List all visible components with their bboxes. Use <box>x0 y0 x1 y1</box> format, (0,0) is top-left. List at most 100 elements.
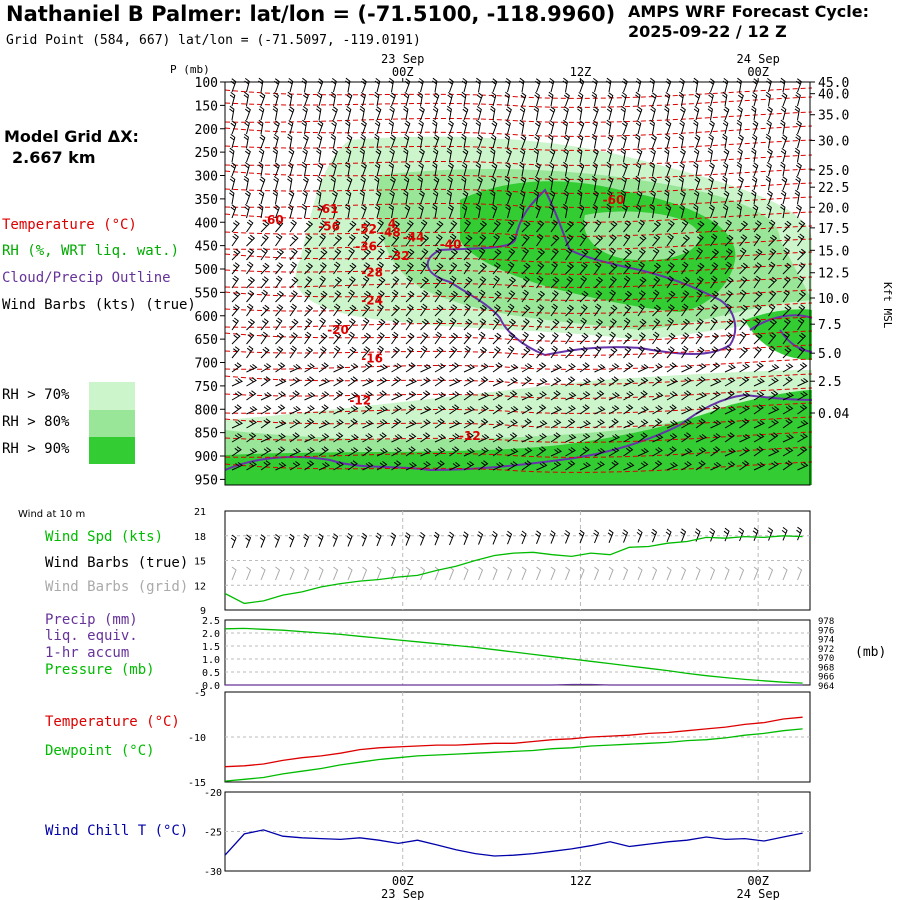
wind-barb <box>420 364 432 373</box>
wind-barb <box>231 446 242 457</box>
wind-barb <box>795 176 801 191</box>
wind-barb <box>678 175 684 191</box>
wind-ytick-label: 9 <box>200 606 206 617</box>
wind-barb <box>782 247 790 261</box>
wind-barb <box>347 346 357 359</box>
wind-barb <box>623 332 633 345</box>
wind-barb <box>490 189 496 205</box>
wind-barb <box>753 391 765 401</box>
wind-barb <box>592 78 598 93</box>
wind-barb <box>693 119 699 135</box>
wind-barb <box>391 434 403 443</box>
wind-barb <box>564 134 570 149</box>
wind-barb <box>304 405 315 415</box>
wind-barb <box>536 262 545 275</box>
wind-barb <box>637 276 647 289</box>
wind-barb <box>766 120 772 135</box>
wind-barb <box>492 391 504 401</box>
wind-barb <box>260 234 269 247</box>
wind-barb <box>347 418 358 429</box>
wind-barb <box>636 148 643 163</box>
true-wind-barb <box>680 528 687 542</box>
wind-barb <box>521 262 531 275</box>
wind-barb <box>737 190 743 205</box>
wind-barb <box>362 346 371 359</box>
true-wind-barb <box>738 527 745 542</box>
temperature-contour <box>224 446 813 458</box>
wind-barb <box>666 275 674 289</box>
wind-barb <box>490 176 497 191</box>
wind-barb <box>362 433 373 443</box>
wind-barb <box>246 290 255 303</box>
wind-barb <box>694 92 701 107</box>
wind-ytick-label: 18 <box>194 532 206 543</box>
true-wind-barb <box>564 530 571 544</box>
wind-barb <box>289 419 301 429</box>
wind-barb <box>666 262 675 275</box>
wind-barb <box>318 378 330 387</box>
temp-panel-frame <box>224 691 811 783</box>
wind-barb <box>231 317 239 331</box>
wind-barb <box>782 447 794 457</box>
wind-barb <box>492 248 502 261</box>
wind-barb <box>563 148 569 163</box>
wind-barb <box>635 78 642 93</box>
pressure-tick-label: 750 <box>195 380 218 395</box>
top-hour-label: 00Z <box>747 65 769 79</box>
legend-wind-chill: Wind Chill T (°C) <box>45 823 189 839</box>
wind-barb <box>449 378 461 387</box>
wind-barb <box>246 234 256 247</box>
wind-barb <box>463 448 475 457</box>
wind-barb <box>550 461 562 471</box>
wind-barb <box>405 332 415 345</box>
wind-barb <box>694 134 701 149</box>
temperature-contour <box>224 182 813 194</box>
wind-barb <box>681 332 690 345</box>
wind-barb <box>231 404 242 415</box>
precip-ytick-label: 0.5 <box>202 668 220 679</box>
wind-barb <box>478 460 489 471</box>
wind-barb <box>507 419 518 429</box>
wind-barb <box>490 134 497 149</box>
wind-barb <box>550 234 560 247</box>
wind-barb <box>316 105 322 121</box>
wind-barb <box>536 233 544 247</box>
wind-barb <box>608 434 620 443</box>
wind-barb <box>664 105 670 121</box>
wind-barb <box>304 318 313 331</box>
wind-barb <box>695 331 703 345</box>
wind-barb <box>388 203 394 219</box>
wind-barb <box>420 303 428 317</box>
page-title: Nathaniel B Palmer: lat/lon = (-71.5100,… <box>6 2 616 26</box>
true-wind-barb <box>404 532 411 546</box>
wind-barb <box>622 204 628 219</box>
pressure-ytick-label: 978 <box>818 617 834 627</box>
wind-barb <box>652 247 660 261</box>
temperature-contour <box>224 373 813 385</box>
true-wind-barb <box>636 529 643 543</box>
wind-barb <box>260 289 268 303</box>
wind-barb <box>578 204 585 219</box>
pressure-tick-label: 200 <box>195 123 218 138</box>
wind-barb <box>362 262 371 275</box>
wind-barb <box>695 447 707 457</box>
wind-barb <box>678 133 684 149</box>
wind-barb <box>521 418 532 429</box>
wind-barb <box>375 106 382 121</box>
wind-barb <box>579 462 591 471</box>
wind-barb <box>303 134 309 149</box>
wind-barb <box>665 78 672 93</box>
wind-barb <box>478 346 488 359</box>
wind-barb <box>333 461 344 471</box>
wind-barb <box>594 261 602 275</box>
wind-barb <box>795 92 801 107</box>
wind-barb <box>651 134 657 149</box>
wind-barb <box>621 134 627 149</box>
wind-barb <box>347 434 359 443</box>
wind-barb <box>739 331 747 345</box>
height-tick-label: 10.0 <box>818 292 849 307</box>
wind-barb <box>289 276 299 289</box>
wind-barb <box>246 248 255 261</box>
wind-barb <box>652 346 662 359</box>
wind-barb <box>418 120 424 135</box>
